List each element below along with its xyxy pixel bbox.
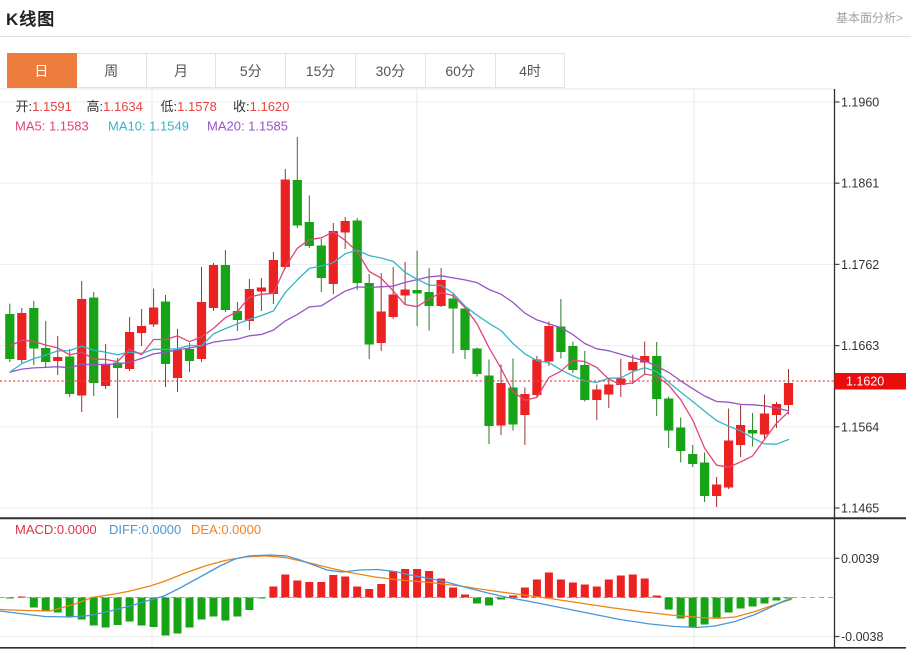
svg-text:DEA:0.0000: DEA:0.0000 xyxy=(191,522,261,537)
svg-text:MACD:0.0000: MACD:0.0000 xyxy=(15,522,97,537)
svg-text:1.1620: 1.1620 xyxy=(846,375,884,389)
svg-text:MA5: 1.1583: MA5: 1.1583 xyxy=(15,119,89,134)
svg-text:0.0039: 0.0039 xyxy=(841,552,879,566)
svg-text:收:1.1620: 收:1.1620 xyxy=(233,99,289,114)
svg-text:1.1663: 1.1663 xyxy=(841,339,879,353)
svg-text:MA10: 1.1549: MA10: 1.1549 xyxy=(108,119,189,134)
svg-text:1.1465: 1.1465 xyxy=(841,502,879,516)
svg-text:1.1960: 1.1960 xyxy=(841,96,879,110)
svg-text:DIFF:0.0000: DIFF:0.0000 xyxy=(109,522,181,537)
svg-text:MA20: 1.1585: MA20: 1.1585 xyxy=(207,119,288,134)
svg-text:低:1.1578: 低:1.1578 xyxy=(161,99,217,114)
svg-text:-0.0038: -0.0038 xyxy=(841,630,883,644)
svg-text:1.1762: 1.1762 xyxy=(841,258,879,272)
svg-text:高:1.1634: 高:1.1634 xyxy=(87,99,143,114)
svg-text:1.1861: 1.1861 xyxy=(841,177,879,191)
svg-text:开:1.1591: 开:1.1591 xyxy=(16,99,72,114)
svg-text:1.1564: 1.1564 xyxy=(841,420,879,434)
